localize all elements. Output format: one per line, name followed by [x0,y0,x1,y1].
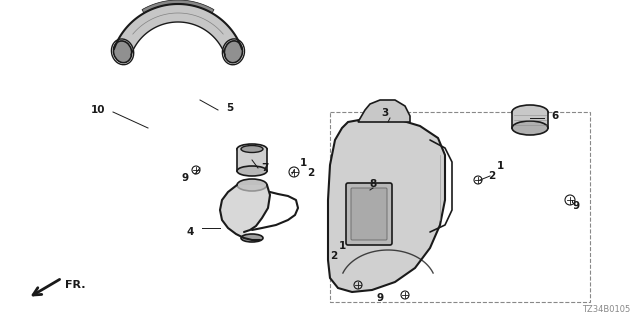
Polygon shape [328,118,445,292]
Polygon shape [220,185,270,240]
Ellipse shape [512,121,548,135]
Text: 3: 3 [381,108,388,118]
Text: 2: 2 [307,168,315,178]
Text: FR.: FR. [65,280,86,290]
Ellipse shape [241,234,263,242]
FancyBboxPatch shape [351,188,387,240]
Text: 1: 1 [497,161,504,171]
Text: 5: 5 [227,103,234,113]
Text: 4: 4 [186,227,194,237]
Bar [237,149,267,171]
Text: 8: 8 [369,179,376,189]
Bar [330,112,590,302]
FancyBboxPatch shape [346,183,392,245]
Ellipse shape [237,144,267,154]
Ellipse shape [237,166,267,176]
Polygon shape [142,0,214,13]
Text: 9: 9 [572,201,580,211]
Text: 1: 1 [300,158,307,168]
Polygon shape [114,4,242,55]
Polygon shape [358,100,410,122]
Ellipse shape [241,146,263,153]
Text: 10: 10 [91,105,105,115]
Text: 2: 2 [330,251,338,261]
Text: 9: 9 [181,173,189,183]
Text: 7: 7 [261,163,269,173]
Ellipse shape [113,41,132,63]
Ellipse shape [225,41,243,63]
Bar [512,112,548,128]
Text: 6: 6 [552,111,559,121]
Text: 2: 2 [488,171,495,181]
Ellipse shape [237,179,267,191]
Text: 1: 1 [339,241,346,251]
Text: 9: 9 [376,293,383,303]
Ellipse shape [512,105,548,119]
Text: TZ34B0105: TZ34B0105 [582,305,630,314]
